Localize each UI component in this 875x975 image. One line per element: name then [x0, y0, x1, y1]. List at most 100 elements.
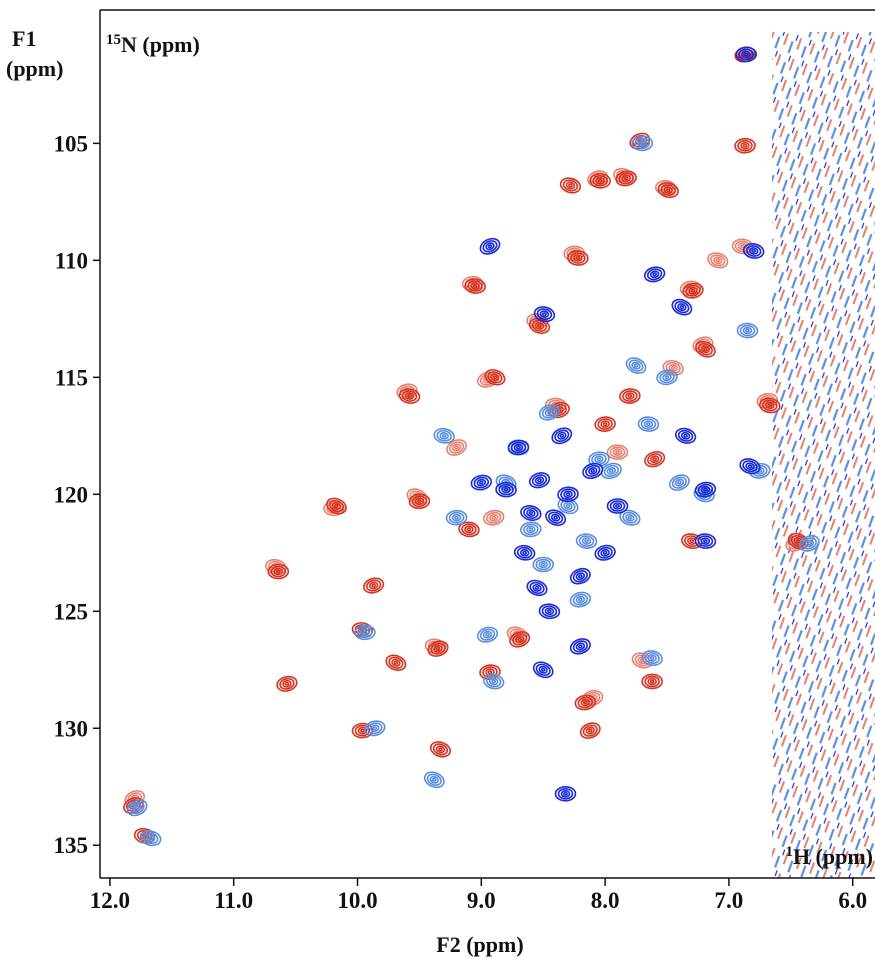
contour-ring: [649, 455, 660, 464]
contour-ring: [563, 502, 573, 510]
peak: [464, 278, 486, 294]
contour-ring: [644, 652, 660, 664]
contour-ring: [582, 724, 598, 737]
peak: [731, 238, 754, 255]
peak: [326, 497, 347, 515]
peak: [479, 237, 501, 255]
contour-ring: [597, 418, 613, 430]
peak: [509, 631, 531, 648]
peak: [606, 498, 629, 514]
contour-ring: [430, 642, 446, 655]
contour-ring: [589, 172, 611, 189]
contour-ring: [423, 771, 445, 789]
contour-ring: [541, 605, 558, 618]
contour-ring: [807, 541, 812, 546]
contour-ring: [646, 422, 651, 427]
peak: [694, 533, 717, 549]
contour-ring: [587, 728, 593, 733]
contour-ring: [703, 347, 708, 352]
contour-ring: [578, 574, 583, 579]
contour-ring: [665, 188, 671, 193]
contour-ring: [331, 502, 342, 510]
contour-ring: [357, 626, 373, 639]
peak: [695, 340, 716, 358]
contour-ring: [435, 646, 441, 651]
peak: [364, 720, 386, 737]
contour-ring: [528, 527, 534, 532]
contour-ring: [742, 143, 748, 148]
contour-ring: [490, 373, 500, 382]
contour-ring: [575, 572, 586, 581]
peak: [569, 567, 591, 585]
contour-ring: [639, 141, 645, 146]
contour-ring: [674, 478, 685, 487]
contour-ring: [745, 462, 755, 471]
peak: [641, 673, 663, 690]
contour-ring: [662, 359, 684, 376]
peak: [445, 509, 468, 526]
contour-ring: [585, 464, 601, 477]
contour-ring: [517, 637, 523, 642]
contour-ring: [573, 254, 583, 262]
contour-ring: [550, 513, 561, 522]
contour-ring: [594, 544, 616, 561]
contour-ring: [334, 503, 339, 509]
contour-ring: [329, 504, 339, 513]
contour-ring: [411, 495, 428, 508]
peak: [538, 404, 560, 421]
contour-ring: [482, 240, 498, 253]
contour-ring: [689, 539, 695, 544]
contour-ring: [431, 777, 437, 782]
contour-ring: [547, 609, 552, 614]
contour-ring: [647, 654, 657, 662]
contour-ring: [328, 499, 344, 513]
contour-ring: [479, 628, 496, 641]
x-tick-label: 12.0: [90, 888, 130, 913]
nucleus: H (ppm): [793, 844, 873, 869]
contour-ring: [600, 548, 610, 557]
peak: [589, 172, 611, 189]
contour-ring: [510, 441, 527, 454]
contour-ring: [539, 310, 550, 319]
peak: [606, 444, 629, 460]
contour-ring: [671, 298, 693, 316]
contour-ring: [588, 451, 610, 468]
contour-ring: [372, 726, 378, 731]
contour-ring: [702, 539, 708, 544]
x-axis-label: F2 (ppm): [436, 932, 523, 957]
contour-ring: [362, 630, 368, 635]
contour-ring: [448, 511, 465, 524]
contour-ring: [404, 392, 415, 400]
contour-ring: [567, 250, 589, 266]
contour-ring: [532, 661, 554, 679]
contour-ring: [662, 373, 672, 382]
contour-ring: [568, 183, 573, 188]
contour-ring: [364, 720, 386, 737]
contour-ring: [592, 174, 608, 187]
peak: [484, 369, 506, 386]
peak: [513, 544, 536, 561]
peak: [657, 182, 679, 199]
contour-ring: [514, 635, 525, 644]
peak: [735, 46, 758, 63]
contour-ring: [751, 248, 757, 253]
contour-ring: [551, 427, 573, 445]
peak: [470, 474, 493, 491]
contour-ring: [600, 420, 610, 428]
contour-ring: [562, 179, 579, 192]
contour-ring: [804, 539, 815, 548]
peak: [408, 493, 431, 510]
contour-ring: [354, 624, 376, 641]
contour-ring: [526, 509, 536, 517]
contour-ring: [557, 431, 567, 440]
peak: [579, 722, 601, 739]
contour-ring: [535, 663, 551, 676]
peak: [483, 673, 505, 690]
contour-ring: [365, 579, 382, 592]
contour-ring: [793, 537, 803, 546]
contour-ring: [575, 255, 581, 261]
contour-ring: [660, 184, 676, 197]
contour-ring: [697, 343, 713, 356]
contour-ring: [762, 399, 778, 412]
